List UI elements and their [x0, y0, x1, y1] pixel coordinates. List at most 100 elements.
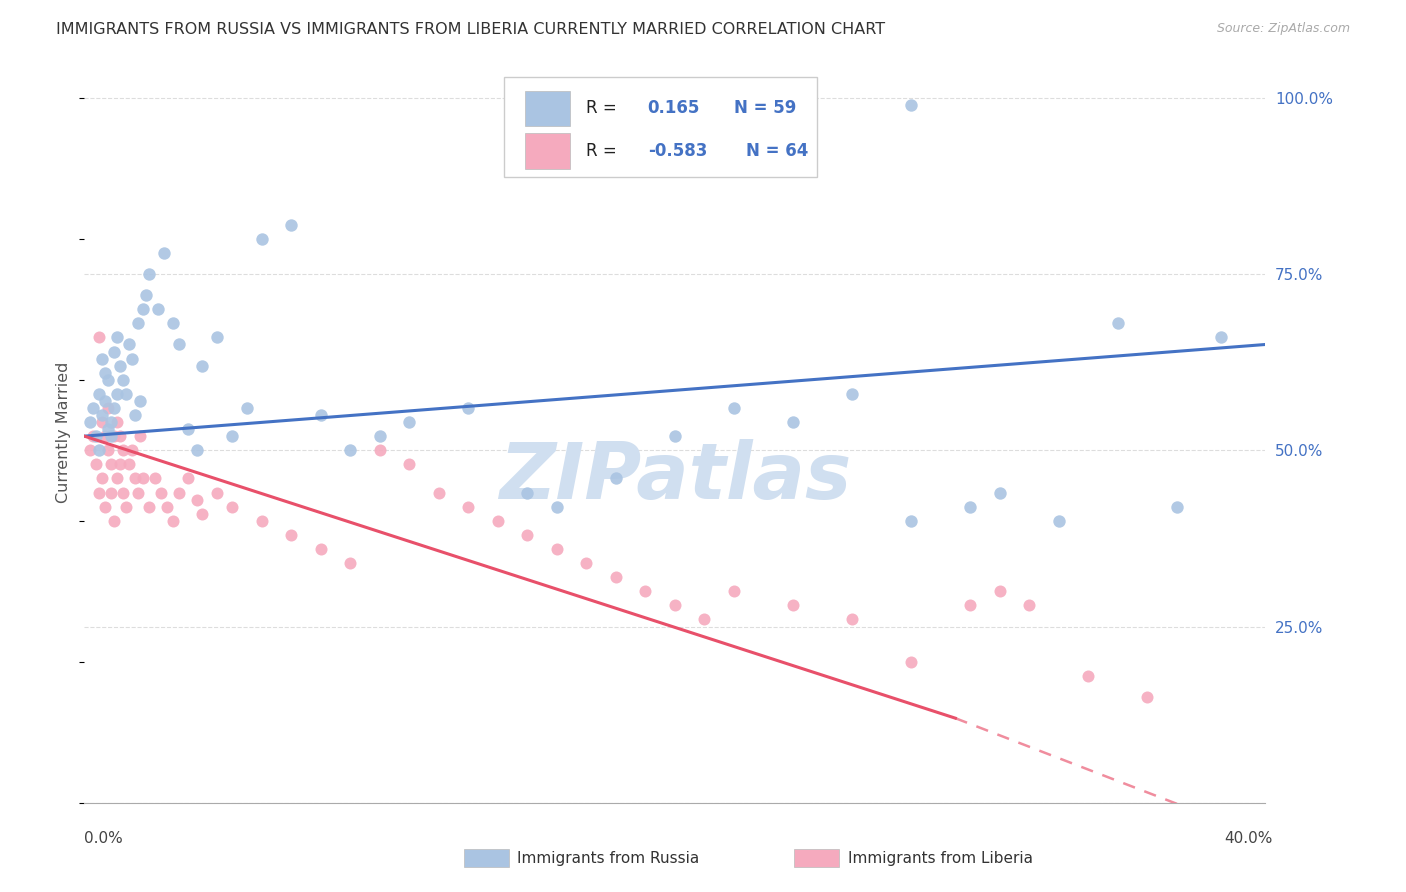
Text: IMMIGRANTS FROM RUSSIA VS IMMIGRANTS FROM LIBERIA CURRENTLY MARRIED CORRELATION : IMMIGRANTS FROM RUSSIA VS IMMIGRANTS FRO… [56, 22, 886, 37]
Point [114, 387, 136, 401]
Point [1209, 330, 1232, 344]
Point [79, 415, 101, 429]
Point [368, 443, 391, 458]
Point [723, 584, 745, 599]
Point [191, 507, 214, 521]
Point [605, 471, 627, 485]
Point [103, 344, 125, 359]
Point [108, 359, 131, 373]
Point [339, 556, 361, 570]
Point [900, 97, 922, 112]
Point [97, 422, 120, 436]
Point [664, 429, 686, 443]
Point [162, 514, 184, 528]
Point [398, 415, 420, 429]
Point [205, 485, 228, 500]
Point [900, 655, 922, 669]
Point [127, 485, 149, 500]
Point [97, 401, 120, 415]
Point [121, 351, 143, 366]
Point [1018, 599, 1040, 613]
Point [368, 429, 391, 443]
Text: R =: R = [586, 142, 623, 160]
Point [177, 471, 200, 485]
Point [94, 429, 117, 443]
Point [205, 330, 228, 344]
Point [135, 288, 157, 302]
Point [138, 500, 160, 514]
Point [89, 443, 111, 458]
Point [959, 500, 981, 514]
Point [250, 514, 273, 528]
Point [900, 514, 922, 528]
Point [108, 458, 131, 472]
Point [664, 599, 686, 613]
Text: Source: ZipAtlas.com: Source: ZipAtlas.com [1216, 22, 1350, 36]
Point [105, 330, 128, 344]
Point [398, 458, 420, 472]
Text: 0.0%: 0.0% [84, 831, 124, 846]
Point [129, 393, 152, 408]
Point [167, 337, 190, 351]
Text: R =: R = [586, 100, 623, 118]
Point [546, 541, 568, 556]
Point [94, 366, 117, 380]
Point [89, 330, 111, 344]
Point [177, 422, 200, 436]
Text: -0.583: -0.583 [648, 142, 707, 160]
Point [121, 443, 143, 458]
Point [1136, 690, 1159, 704]
Point [132, 471, 155, 485]
Y-axis label: Currently Married: Currently Married [56, 362, 72, 503]
Point [89, 387, 111, 401]
Point [105, 415, 128, 429]
Point [84, 429, 107, 443]
Text: ZIPatlas: ZIPatlas [499, 439, 851, 515]
Point [97, 443, 120, 458]
Point [84, 458, 107, 472]
Point [221, 429, 243, 443]
Point [186, 443, 208, 458]
Point [309, 541, 332, 556]
Point [988, 584, 1011, 599]
Point [693, 612, 716, 626]
Point [605, 570, 627, 584]
Point [988, 485, 1011, 500]
Point [457, 500, 479, 514]
Point [143, 471, 166, 485]
Point [486, 514, 509, 528]
Point [127, 316, 149, 330]
Point [1047, 514, 1070, 528]
Point [108, 429, 131, 443]
Point [250, 232, 273, 246]
Text: Immigrants from Liberia: Immigrants from Liberia [848, 851, 1033, 865]
Point [111, 485, 134, 500]
Point [280, 528, 302, 542]
FancyBboxPatch shape [524, 91, 569, 127]
Point [105, 471, 128, 485]
Point [100, 458, 122, 472]
Point [91, 408, 114, 422]
Point [782, 415, 804, 429]
Point [114, 500, 136, 514]
Point [132, 302, 155, 317]
Point [191, 359, 214, 373]
Point [129, 429, 152, 443]
Point [100, 415, 122, 429]
Point [103, 401, 125, 415]
Point [82, 429, 104, 443]
Point [841, 612, 863, 626]
Text: 40.0%: 40.0% [1225, 831, 1272, 846]
Point [91, 415, 114, 429]
Point [82, 401, 104, 415]
Point [111, 373, 134, 387]
Point [118, 458, 141, 472]
Point [148, 302, 170, 317]
Point [457, 401, 479, 415]
Point [221, 500, 243, 514]
Point [94, 393, 117, 408]
Point [1107, 316, 1129, 330]
FancyBboxPatch shape [503, 78, 817, 178]
Point [427, 485, 450, 500]
Point [124, 408, 146, 422]
